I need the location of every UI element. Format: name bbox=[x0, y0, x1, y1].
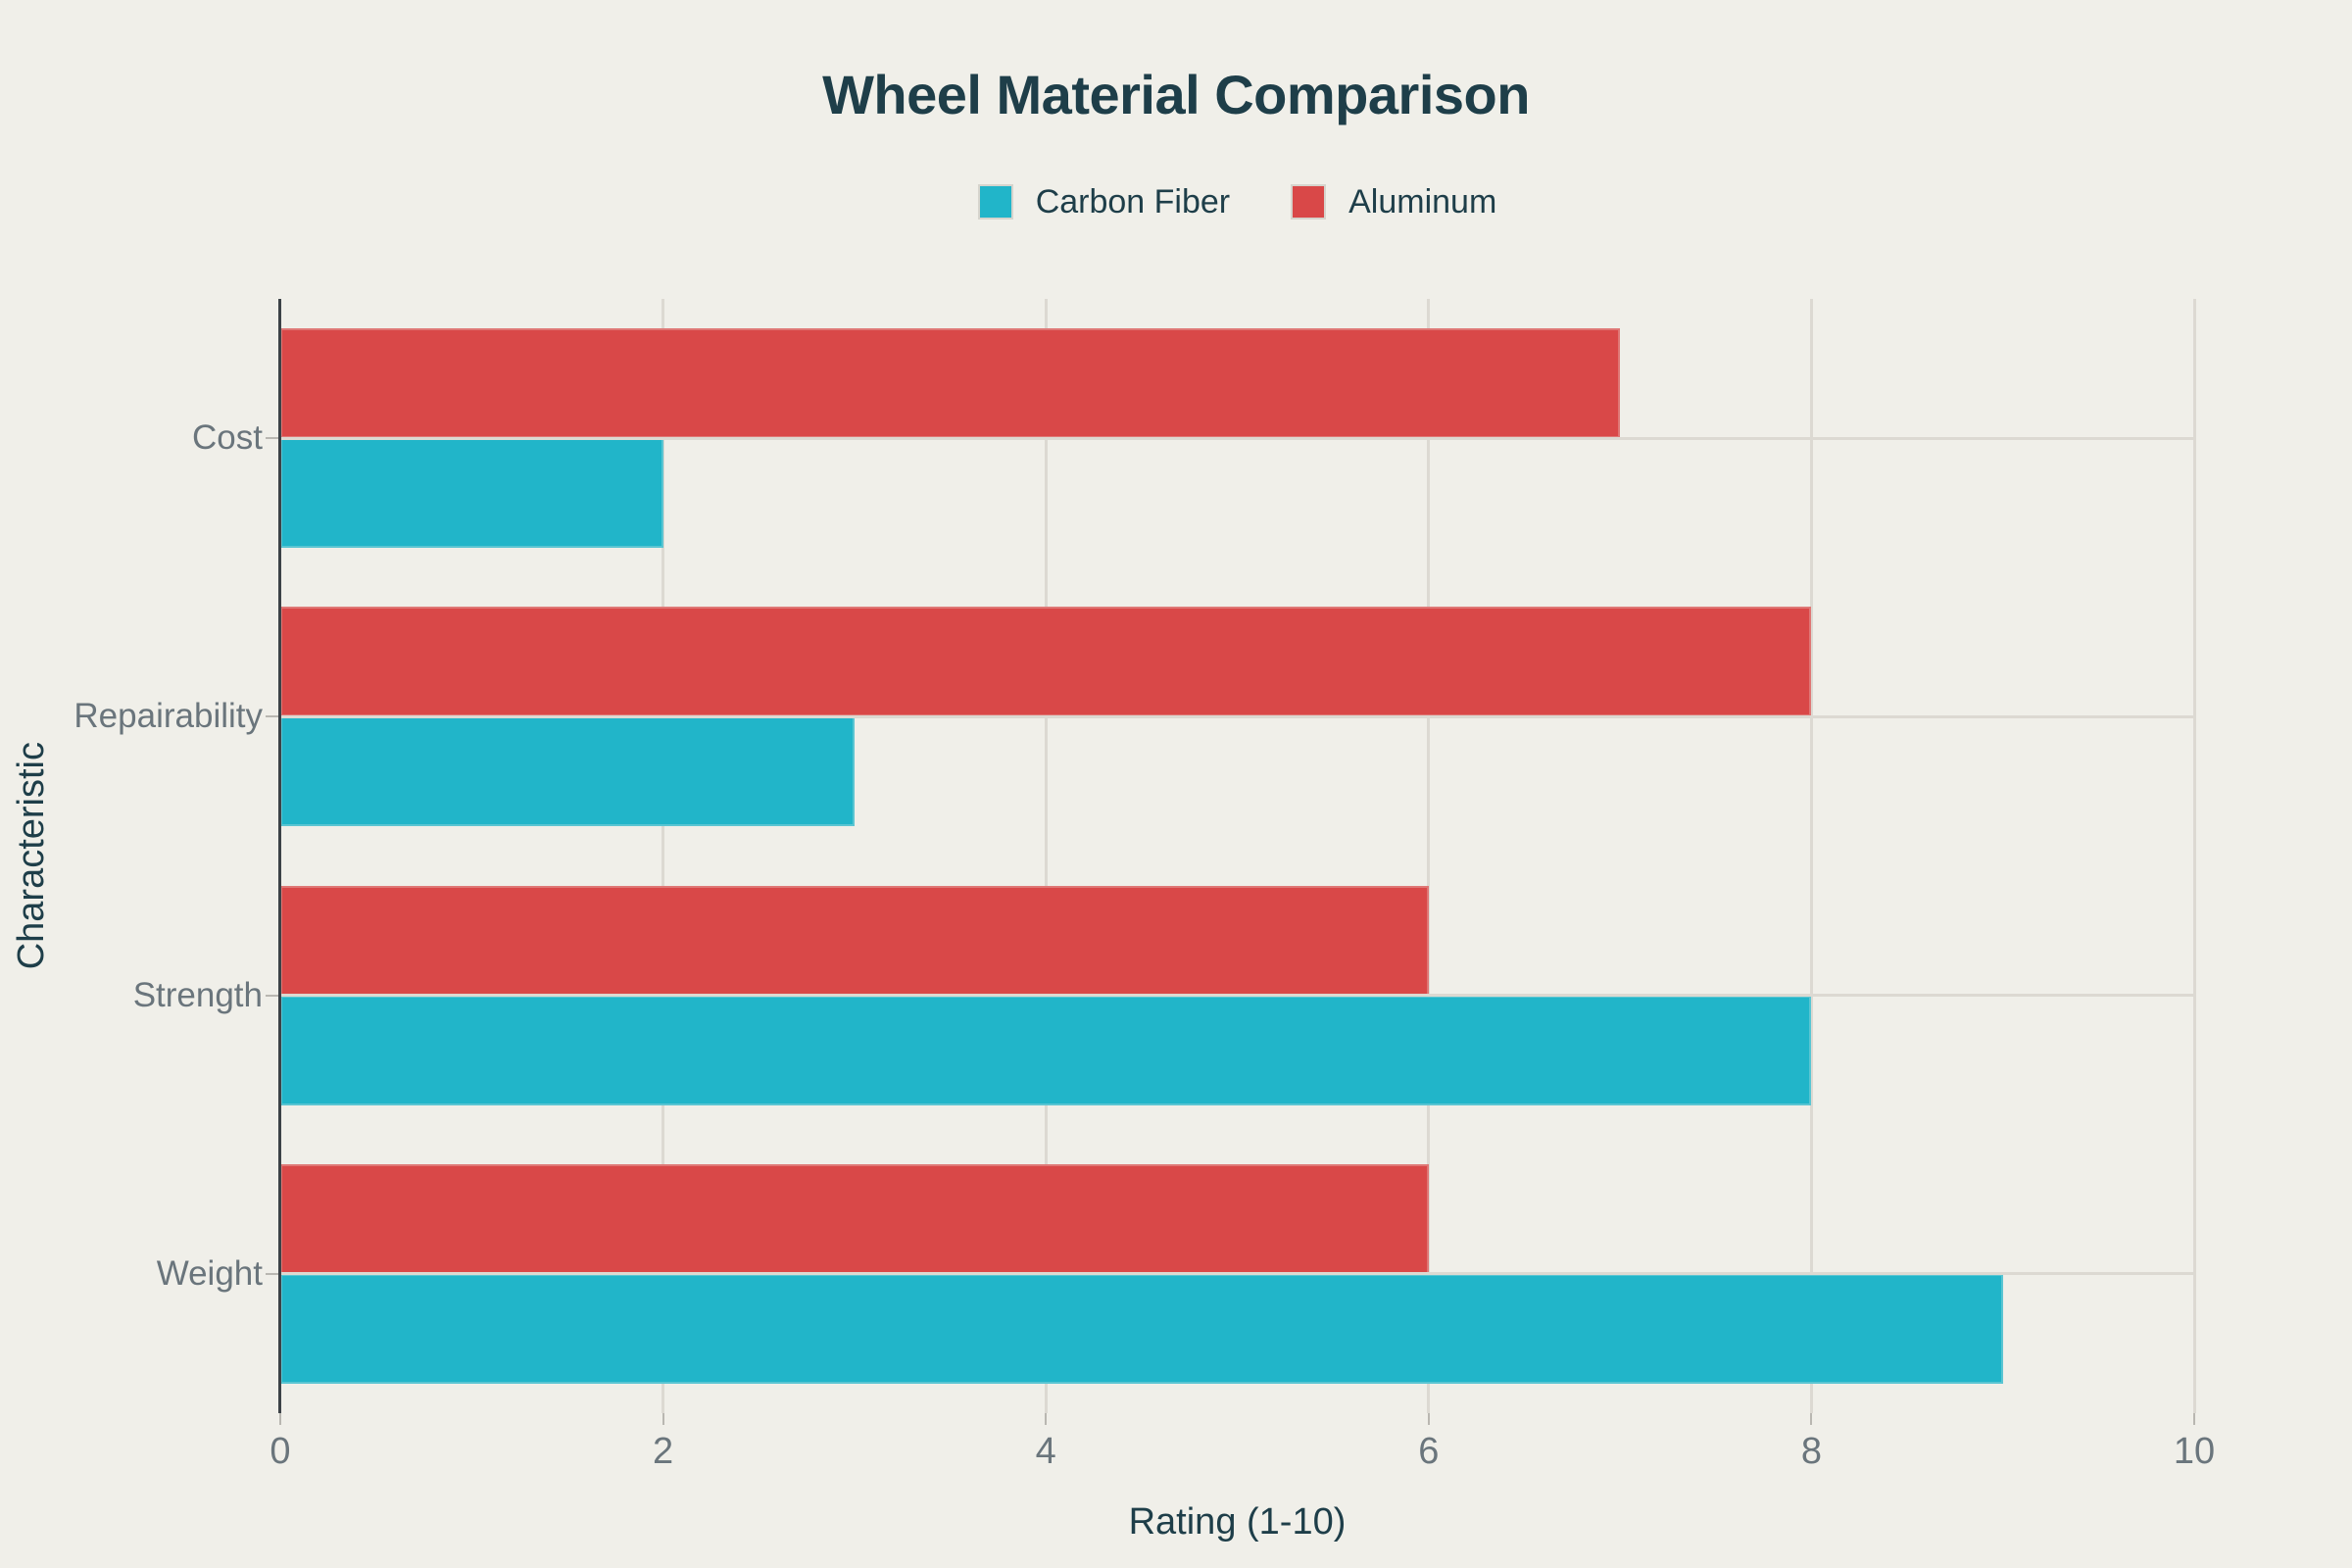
legend-label-aluminum: Aluminum bbox=[1348, 182, 1497, 220]
gridline-horizontal-cost bbox=[280, 436, 2194, 440]
legend-swatch-aluminum bbox=[1291, 184, 1327, 220]
x-tick-10 bbox=[2193, 1413, 2195, 1425]
gridline-vertical-4 bbox=[1044, 299, 1048, 1413]
category-label-repairability: Repairability bbox=[74, 697, 263, 736]
x-tick-6 bbox=[1427, 1413, 1430, 1425]
y-tick-cost bbox=[266, 437, 280, 440]
gridline-vertical-2 bbox=[662, 299, 665, 1413]
x-tick-0 bbox=[279, 1413, 281, 1425]
gridline-horizontal-repairability bbox=[280, 714, 2194, 718]
gridline-horizontal-weight bbox=[280, 1272, 2194, 1276]
bar-carbon-fiber-strength bbox=[280, 995, 1812, 1105]
legend-label-carbon-fiber: Carbon Fiber bbox=[1035, 182, 1231, 220]
y-tick-weight bbox=[266, 1272, 280, 1275]
x-tick-label-0: 0 bbox=[270, 1431, 291, 1472]
legend-item-aluminum: Aluminum bbox=[1291, 183, 1496, 221]
x-axis-title: Rating (1-10) bbox=[1128, 1501, 1347, 1543]
y-axis-title: Characteristic bbox=[8, 299, 55, 1413]
x-tick-label-10: 10 bbox=[2173, 1431, 2216, 1472]
x-tick-label-2: 2 bbox=[653, 1431, 674, 1472]
bar-aluminum-cost bbox=[280, 328, 1621, 439]
bar-carbon-fiber-weight bbox=[280, 1273, 2003, 1384]
gridline-vertical-8 bbox=[1809, 299, 1813, 1413]
bar-aluminum-weight bbox=[280, 1163, 1429, 1274]
bar-carbon-fiber-repairability bbox=[280, 716, 855, 827]
x-tick-label-6: 6 bbox=[1418, 1431, 1440, 1472]
y-tick-strength bbox=[266, 994, 280, 997]
x-tick-label-8: 8 bbox=[1800, 1431, 1822, 1472]
x-tick-4 bbox=[1045, 1413, 1048, 1425]
x-tick-2 bbox=[662, 1413, 664, 1425]
legend-swatch-carbon-fiber bbox=[977, 184, 1013, 220]
legend-item-carbon-fiber: Carbon Fiber bbox=[977, 182, 1231, 221]
y-tick-repairability bbox=[266, 715, 280, 718]
y-axis-line bbox=[278, 299, 281, 1413]
gridline-vertical-6 bbox=[1427, 299, 1431, 1413]
category-label-cost: Cost bbox=[192, 418, 263, 458]
bar-aluminum-strength bbox=[280, 885, 1429, 996]
legend: Carbon Fiber Aluminum bbox=[280, 182, 2194, 221]
y-axis-title-text: Characteristic bbox=[10, 742, 52, 970]
chart-title: Wheel Material Comparison bbox=[822, 64, 1530, 125]
gridline-horizontal-strength bbox=[280, 994, 2194, 998]
gridline-vertical-10 bbox=[2192, 299, 2196, 1413]
bar-aluminum-repairability bbox=[280, 607, 1812, 717]
bar-carbon-fiber-cost bbox=[280, 438, 663, 549]
category-label-weight: Weight bbox=[156, 1253, 263, 1293]
plot-area bbox=[278, 299, 2196, 1413]
x-tick-8 bbox=[1810, 1413, 1813, 1425]
category-label-strength: Strength bbox=[132, 975, 263, 1014]
x-tick-label-4: 4 bbox=[1035, 1431, 1056, 1472]
